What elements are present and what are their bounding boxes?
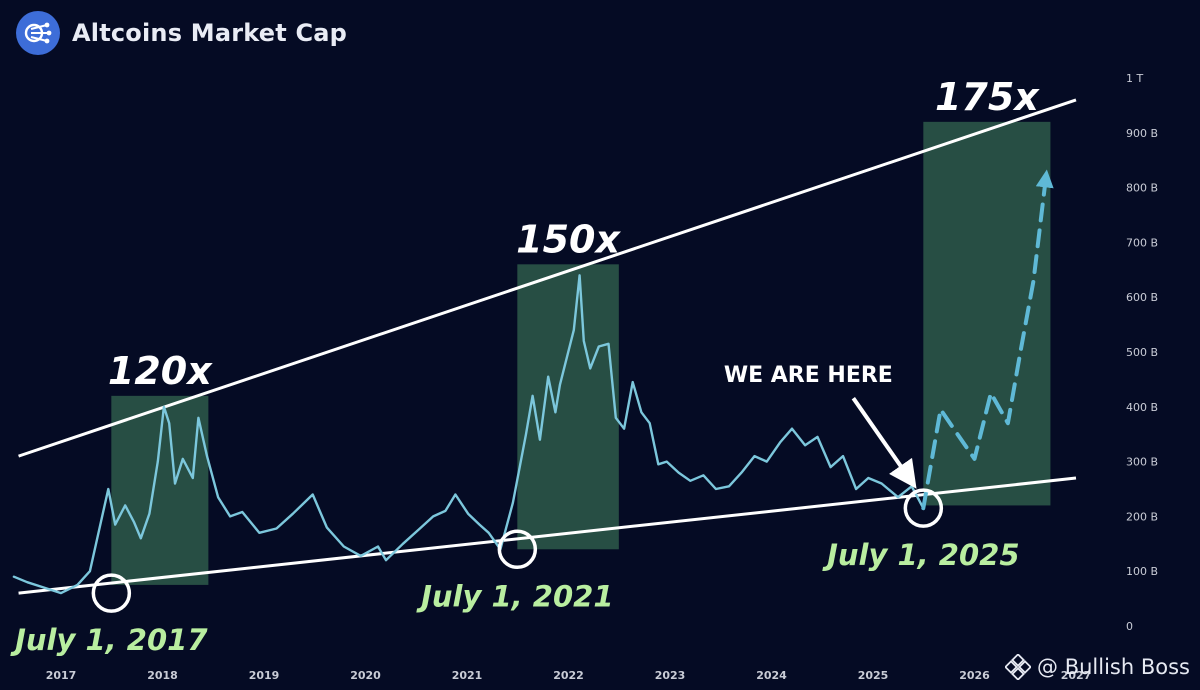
- date-marker-circle: [903, 488, 944, 528]
- y-tick-label: 200 B: [1126, 510, 1158, 523]
- y-tick-label: 300 B: [1126, 456, 1158, 469]
- y-tick-label: 900 B: [1126, 127, 1158, 140]
- x-tick-label: 2025: [858, 669, 889, 682]
- x-tick-label: 2026: [959, 669, 990, 682]
- x-tick-label: 2021: [452, 669, 483, 682]
- x-tick-label: 2017: [46, 669, 77, 682]
- date-marker-circle: [91, 573, 132, 613]
- x-tick-label: 2020: [350, 669, 381, 682]
- highlight-box: [923, 121, 1051, 506]
- y-tick-label: 700 B: [1126, 236, 1158, 249]
- date-label: July 1, 2021: [416, 579, 613, 613]
- projection-line: [921, 169, 1054, 511]
- y-tick-label: 1 T: [1126, 72, 1143, 85]
- chart-header: Altcoins Market Cap: [16, 10, 347, 56]
- network-nodes-icon: [16, 11, 60, 55]
- date-label: July 1, 2025: [822, 538, 1019, 572]
- y-tick-label: 800 B: [1126, 182, 1158, 195]
- x-tick-label: 2024: [756, 669, 787, 682]
- highlight-box: [111, 395, 209, 585]
- x-tick-label: 2018: [147, 669, 178, 682]
- we-are-here-arrow: [851, 397, 917, 489]
- highlight-box: [517, 264, 619, 550]
- y-tick-label: 0: [1126, 620, 1133, 633]
- page-title: Altcoins Market Cap: [72, 19, 348, 47]
- y-tick-label: 600 B: [1126, 291, 1158, 304]
- date-label: July 1, 2017: [10, 623, 208, 657]
- x-tick-label: 2023: [655, 669, 686, 682]
- y-tick-label: 500 B: [1126, 346, 1158, 359]
- y-tick-label: 400 B: [1126, 401, 1158, 414]
- watermark: @ Bullish Boss: [1005, 654, 1190, 680]
- y-tick-label: 100 B: [1126, 565, 1158, 578]
- x-tick-label: 2019: [249, 669, 280, 682]
- we-are-here-label: WE ARE HERE: [724, 363, 893, 388]
- x-tick-label: 2027: [1061, 669, 1092, 682]
- multiplier-label: 150x: [516, 217, 621, 261]
- binance-diamond-icon: [1005, 654, 1032, 680]
- trendline-upper: [18, 98, 1077, 458]
- multiplier-label: 120x: [108, 349, 213, 393]
- x-tick-label: 2022: [553, 669, 584, 682]
- multiplier-label: 175x: [935, 75, 1040, 119]
- date-marker-circle: [497, 529, 538, 570]
- market-cap-line: [12, 274, 925, 595]
- watermark-text: @ Bullish Boss: [1037, 655, 1190, 679]
